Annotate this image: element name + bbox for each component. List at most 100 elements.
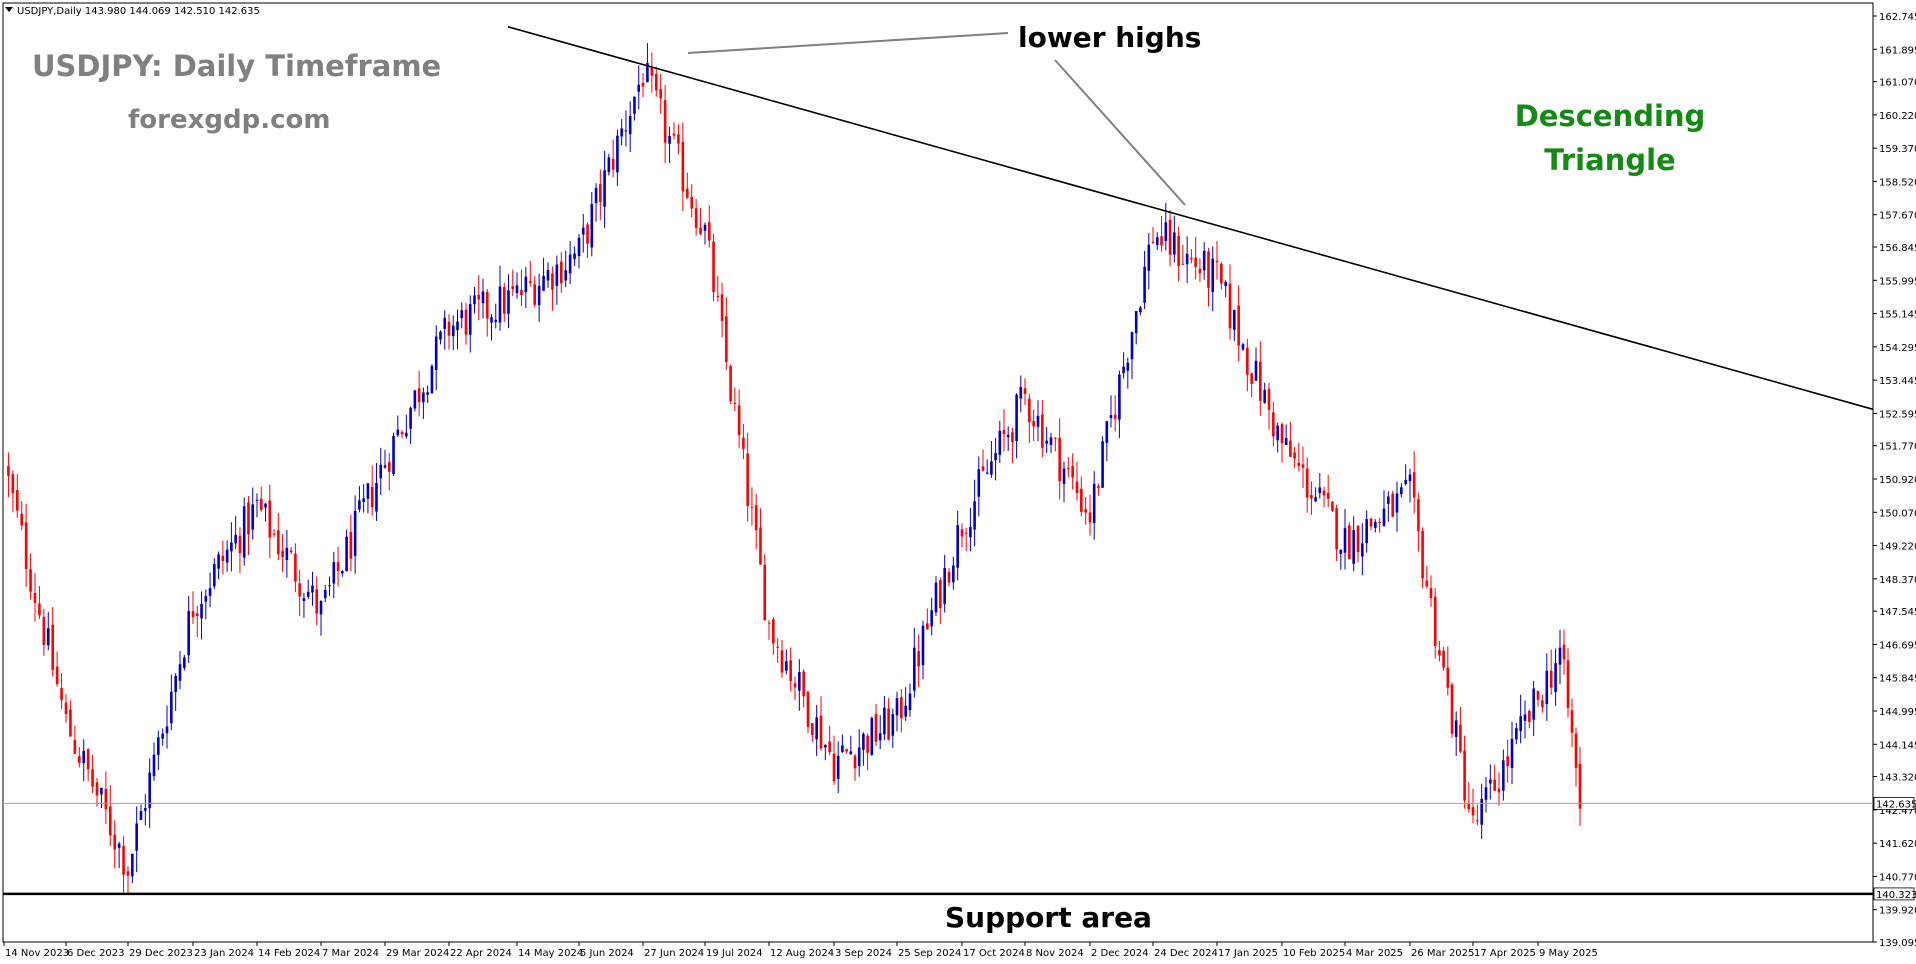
support-price-tag: 140.323 xyxy=(1873,887,1916,901)
candle-body xyxy=(836,755,840,779)
y-tick-label: 142.470 xyxy=(1879,806,1916,817)
candle-body xyxy=(1545,670,1549,705)
candle-body xyxy=(302,598,306,601)
candle-body xyxy=(1463,750,1466,801)
candle-body xyxy=(624,130,628,132)
candle-body xyxy=(977,469,981,497)
candle-body xyxy=(633,96,636,114)
candle-body xyxy=(960,529,964,537)
candle-body xyxy=(1164,222,1168,242)
candle-body xyxy=(55,666,59,685)
candle-body xyxy=(358,500,361,510)
candle-body xyxy=(1412,472,1416,498)
candle-body xyxy=(1314,497,1317,502)
candle-body xyxy=(15,490,19,511)
candle-body xyxy=(568,254,572,274)
candle-body xyxy=(1049,437,1053,446)
support-price-label: 140.323 xyxy=(1876,890,1916,901)
candle-body xyxy=(857,747,861,767)
candle-body xyxy=(878,733,882,741)
candle-body xyxy=(1202,250,1206,271)
candle-body xyxy=(1536,690,1540,700)
candle-body xyxy=(620,128,623,137)
candle-body xyxy=(311,585,314,593)
candle-body xyxy=(1519,716,1522,732)
candle-body xyxy=(1532,688,1535,720)
candle-body xyxy=(956,525,959,568)
website-label: forexgdp.com xyxy=(128,105,330,135)
candle-body xyxy=(1101,441,1104,488)
candle-body xyxy=(264,503,267,508)
candle-body xyxy=(1297,462,1301,466)
candle-body xyxy=(1541,700,1544,708)
candle-body xyxy=(969,527,972,538)
candle-body xyxy=(1143,266,1146,303)
candle-body xyxy=(1015,394,1018,441)
candle-body xyxy=(24,522,28,569)
candle-body xyxy=(64,702,68,714)
candle-body xyxy=(1215,260,1219,263)
candle-body xyxy=(86,748,90,770)
candle-body xyxy=(221,555,225,561)
candle-body xyxy=(1023,388,1027,395)
candlestick-series xyxy=(7,43,1582,893)
candle-body xyxy=(811,723,814,736)
candle-body xyxy=(862,733,865,750)
y-tick-label: 140.770 xyxy=(1879,872,1916,883)
candle-body xyxy=(1233,310,1236,330)
candle-body xyxy=(29,569,32,592)
candle-body xyxy=(746,453,749,507)
candle-body xyxy=(95,782,99,796)
candle-body xyxy=(1276,425,1279,441)
candle-body xyxy=(1493,779,1496,791)
chart-title: USDJPY: Daily Timeframe xyxy=(32,49,441,83)
candle-body xyxy=(104,788,108,810)
candle-body xyxy=(1549,670,1553,688)
candle-body xyxy=(498,286,502,323)
candle-body xyxy=(1289,440,1292,457)
support-area-label: Support area xyxy=(945,901,1152,934)
candle-body xyxy=(1335,508,1338,550)
candle-body xyxy=(38,603,41,616)
candle-body xyxy=(780,650,784,673)
plot-frame xyxy=(2,2,1874,943)
candle-body xyxy=(1139,307,1142,313)
candle-body xyxy=(1272,412,1275,437)
symbol-dropdown-icon[interactable] xyxy=(5,7,13,12)
candle-body xyxy=(122,846,125,875)
candle-body xyxy=(908,693,912,711)
x-tick-label: 17 Apr 2025 xyxy=(1474,948,1536,959)
candle-body xyxy=(994,453,997,461)
candle-body xyxy=(11,474,15,494)
pattern-label-line1: Descending xyxy=(1515,99,1706,133)
candle-body xyxy=(439,331,442,340)
candle-body xyxy=(998,430,1002,455)
candle-body xyxy=(1190,257,1193,260)
candle-body xyxy=(1395,493,1399,513)
candle-body xyxy=(456,321,459,331)
candle-body xyxy=(1510,738,1514,769)
candle-body xyxy=(272,533,276,535)
candle-body xyxy=(1122,366,1125,374)
candle-body xyxy=(1387,496,1390,504)
candle-body xyxy=(1173,232,1176,255)
candle-body xyxy=(387,462,391,472)
y-tick-label: 161.895 xyxy=(1879,45,1916,56)
x-tick-label: 24 Dec 2024 xyxy=(1154,948,1218,959)
candle-body xyxy=(1224,282,1227,287)
y-tick-label: 150.920 xyxy=(1879,475,1916,486)
candle-body xyxy=(520,289,523,296)
candle-body xyxy=(1417,499,1420,532)
candle-body xyxy=(716,295,720,297)
candle-body xyxy=(144,808,147,811)
candle-body xyxy=(581,227,585,235)
candle-body xyxy=(426,392,429,395)
candle-body xyxy=(1254,360,1258,381)
candle-body xyxy=(952,565,955,583)
candle-body xyxy=(251,504,255,530)
candle-body xyxy=(973,501,976,530)
candle-body xyxy=(1194,257,1197,267)
candle-body xyxy=(1378,522,1381,524)
candle-body xyxy=(1574,733,1578,768)
